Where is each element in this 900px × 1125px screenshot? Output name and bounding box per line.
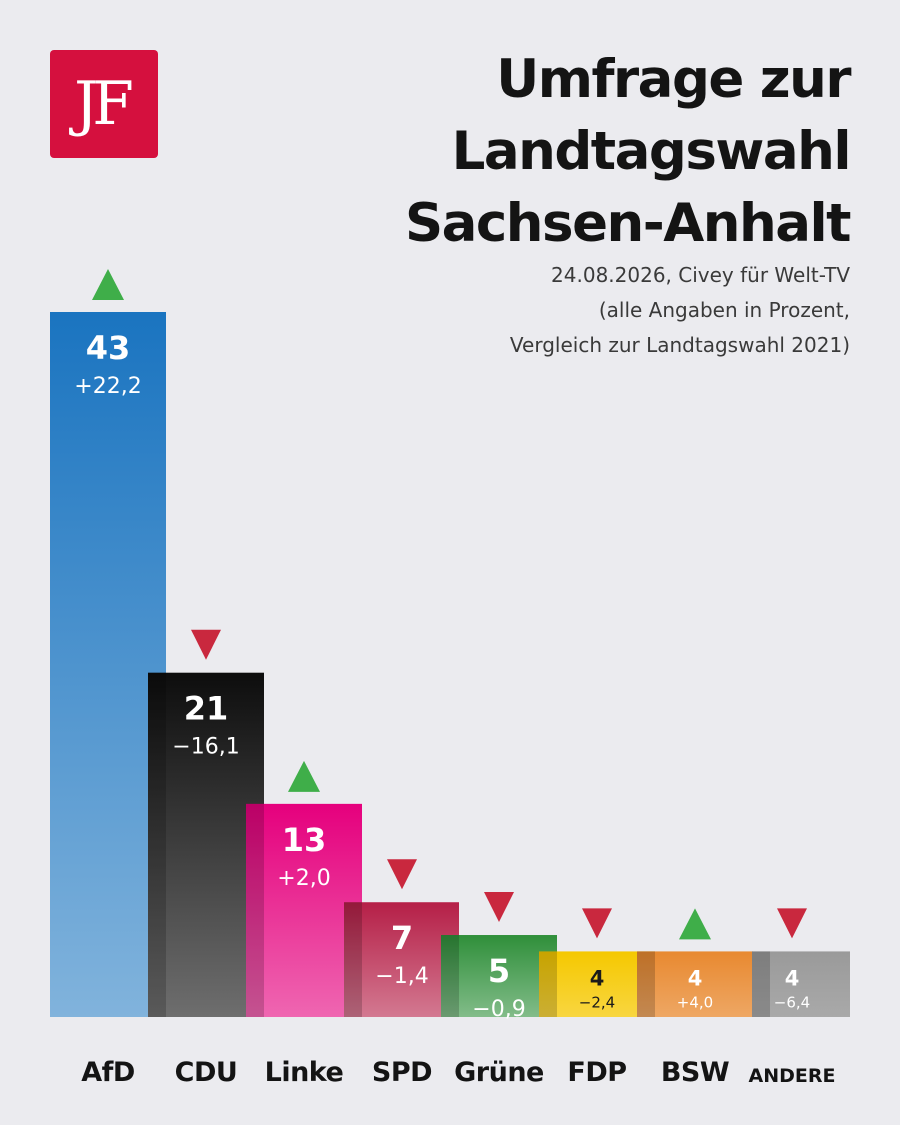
- value-label-7: 4: [785, 966, 800, 990]
- bar-grüne: [441, 935, 557, 1017]
- bar-shadow-3: [344, 902, 362, 1017]
- bar-fdp: [539, 951, 655, 1017]
- change-label-2: +2,0: [277, 866, 330, 891]
- change-label-4: −0,9: [472, 997, 525, 1022]
- value-label-0: 43: [86, 329, 131, 367]
- value-label-4: 5: [488, 952, 510, 990]
- value-label-2: 13: [282, 821, 327, 859]
- bar-shadow-1: [148, 672, 166, 1017]
- arrow-up-icon-6: [679, 908, 711, 940]
- arrow-up-icon-0: [92, 269, 124, 300]
- bar-group-5: 4 −2,4 FDP: [539, 908, 655, 1088]
- title-line-1: Umfrage zur: [496, 49, 851, 110]
- value-label-5: 4: [590, 966, 605, 990]
- arrow-down-icon-7: [777, 908, 807, 939]
- arrow-down-icon-3: [387, 859, 417, 890]
- value-label-3: 7: [391, 919, 413, 957]
- subtitle-line-3: Vergleich zur Landtagswahl 2021): [509, 333, 850, 357]
- category-label-2: Linke: [265, 1057, 344, 1088]
- change-label-6: +4,0: [677, 993, 713, 1011]
- change-label-3: −1,4: [375, 964, 428, 989]
- bar-group-3: 7 −1,4 SPD: [344, 859, 459, 1088]
- category-label-5: FDP: [567, 1057, 626, 1088]
- jf-logo: JF: [50, 50, 158, 158]
- chart-title: Umfrage zur Landtagswahl Sachsen-Anhalt: [290, 44, 852, 260]
- bar-group-6: 4 +4,0 BSW: [637, 908, 753, 1088]
- category-label-0: AfD: [81, 1057, 135, 1088]
- title-line-2: Landtagswahl: [451, 121, 852, 182]
- bar-shadow-5: [539, 951, 557, 1017]
- bar-shadow-7: [752, 951, 770, 1017]
- arrow-down-icon-1: [191, 629, 221, 660]
- value-label-6: 4: [688, 966, 703, 990]
- title-line-3: Sachsen-Anhalt: [404, 193, 852, 254]
- change-label-1: −16,1: [172, 735, 239, 760]
- category-label-3: SPD: [372, 1057, 432, 1088]
- bar-group-1: 21 −16,1 CDU: [148, 629, 264, 1088]
- category-label-4: Grüne: [454, 1057, 544, 1088]
- bar-afd: [50, 312, 166, 1017]
- bar-cdu: [148, 672, 264, 1017]
- change-label-0: +22,2: [74, 374, 141, 399]
- bar-group-2: 13 +2,0 Linke: [246, 760, 362, 1088]
- category-label-6: BSW: [661, 1057, 729, 1088]
- bar-shadow-2: [246, 803, 264, 1017]
- chart-subtitle: 24.08.2026, Civey für Welt-TV (alle Anga…: [330, 258, 850, 363]
- bar-group-0: 43 +22,2 AfD: [50, 269, 166, 1088]
- bar-shadow-6: [637, 951, 655, 1017]
- bar-bsw: [637, 951, 753, 1017]
- subtitle-line-2: (alle Angaben in Prozent,: [598, 298, 850, 322]
- arrow-up-icon-2: [288, 760, 320, 792]
- value-label-1: 21: [184, 690, 229, 728]
- bar-andere: [752, 951, 850, 1017]
- change-label-5: −2,4: [579, 993, 615, 1011]
- category-label-7: ANDERE: [749, 1065, 836, 1087]
- bar-linke: [246, 803, 362, 1017]
- arrow-down-icon-5: [582, 908, 612, 939]
- logo-text: JF: [74, 69, 134, 139]
- bar-shadow-4: [441, 935, 459, 1017]
- category-label-1: CDU: [175, 1057, 238, 1088]
- subtitle-line-1: 24.08.2026, Civey für Welt-TV: [551, 263, 850, 287]
- bar-group-4: 5 −0,9 Grüne: [441, 892, 557, 1088]
- change-label-7: −6,4: [774, 993, 810, 1011]
- bar-spd: [344, 902, 459, 1017]
- arrow-down-icon-4: [484, 892, 514, 923]
- bar-group-7: 4 −6,4 ANDERE: [749, 908, 850, 1087]
